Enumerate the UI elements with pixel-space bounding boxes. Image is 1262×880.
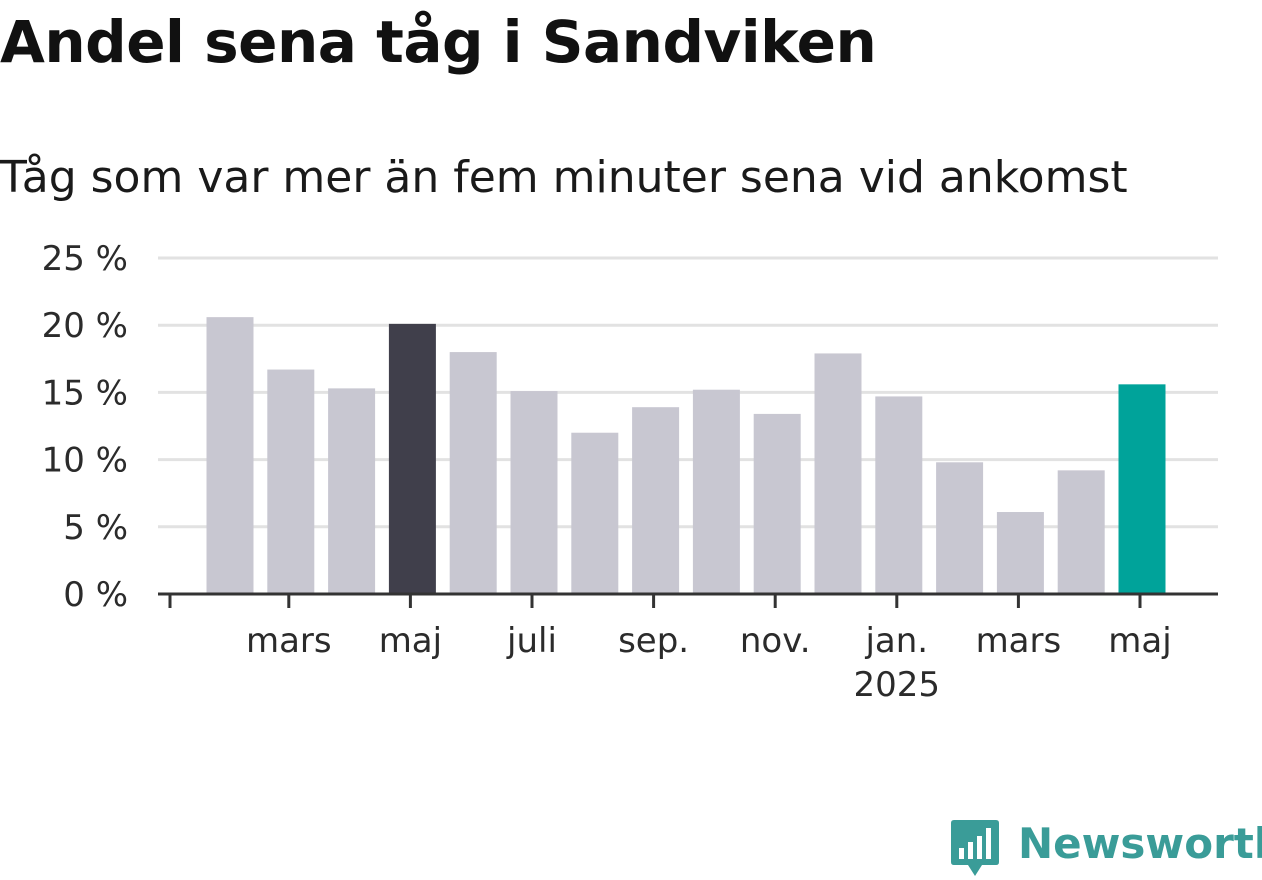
bar-2025-02 bbox=[936, 462, 984, 594]
bar-2024-04 bbox=[328, 388, 376, 594]
bar-2024-08 bbox=[571, 432, 619, 594]
bar-2025-04 bbox=[1057, 470, 1105, 594]
bars bbox=[206, 317, 1166, 594]
bar-2024-06 bbox=[449, 352, 497, 594]
bar-2024-10 bbox=[692, 389, 740, 594]
y-tick-label: 5 % bbox=[63, 508, 128, 548]
bar-2024-12 bbox=[814, 353, 862, 594]
bar-chart: 0 % 5 % 10 % 15 % 20 % 25 % mars maj juli sep. no… bbox=[42, 239, 1218, 705]
newsworthy-logo: Newsworthy bbox=[950, 818, 1262, 880]
y-tick-label: 15 % bbox=[42, 373, 128, 413]
bar-2025-01 bbox=[875, 396, 923, 594]
x-tick-label: sep. bbox=[618, 621, 689, 661]
bar-2025-05 bbox=[1118, 384, 1166, 594]
bar-chart-speech-bubble-icon bbox=[951, 820, 999, 876]
bar-2024-03 bbox=[267, 369, 315, 594]
bar-2025-03 bbox=[996, 512, 1044, 594]
logo-text: Newsworthy bbox=[1018, 819, 1262, 868]
x-tick-year-label: 2025 bbox=[854, 665, 941, 705]
chart-title: Andel sena tåg i Sandviken bbox=[0, 8, 877, 76]
y-tick-label: 0 % bbox=[63, 575, 128, 615]
x-tick-label: nov. bbox=[740, 621, 811, 661]
x-axis bbox=[158, 592, 1218, 608]
x-tick-label: maj bbox=[379, 621, 442, 661]
bar-2024-11 bbox=[753, 413, 801, 594]
x-tick-label: mars bbox=[246, 621, 332, 661]
bar-2024-09 bbox=[632, 407, 680, 594]
x-tick-label: mars bbox=[976, 621, 1062, 661]
y-tick-label: 25 % bbox=[42, 239, 128, 279]
bar-2024-05 bbox=[388, 323, 436, 594]
y-tick-label: 20 % bbox=[42, 306, 128, 346]
x-tick-label: jan. bbox=[864, 621, 928, 661]
bar-2024-07 bbox=[510, 391, 558, 594]
x-tick-label: maj bbox=[1108, 621, 1171, 661]
y-tick-label: 10 % bbox=[42, 441, 128, 481]
bar-2024-02 bbox=[206, 317, 254, 594]
y-axis-labels: 0 % 5 % 10 % 15 % 20 % 25 % bbox=[42, 239, 128, 615]
chart-subtitle: Tåg som var mer än fem minuter sena vid … bbox=[0, 152, 1128, 203]
x-tick-label: juli bbox=[506, 621, 557, 661]
x-axis-labels: mars maj juli sep. nov. jan.2025 mars maj bbox=[246, 621, 1172, 705]
